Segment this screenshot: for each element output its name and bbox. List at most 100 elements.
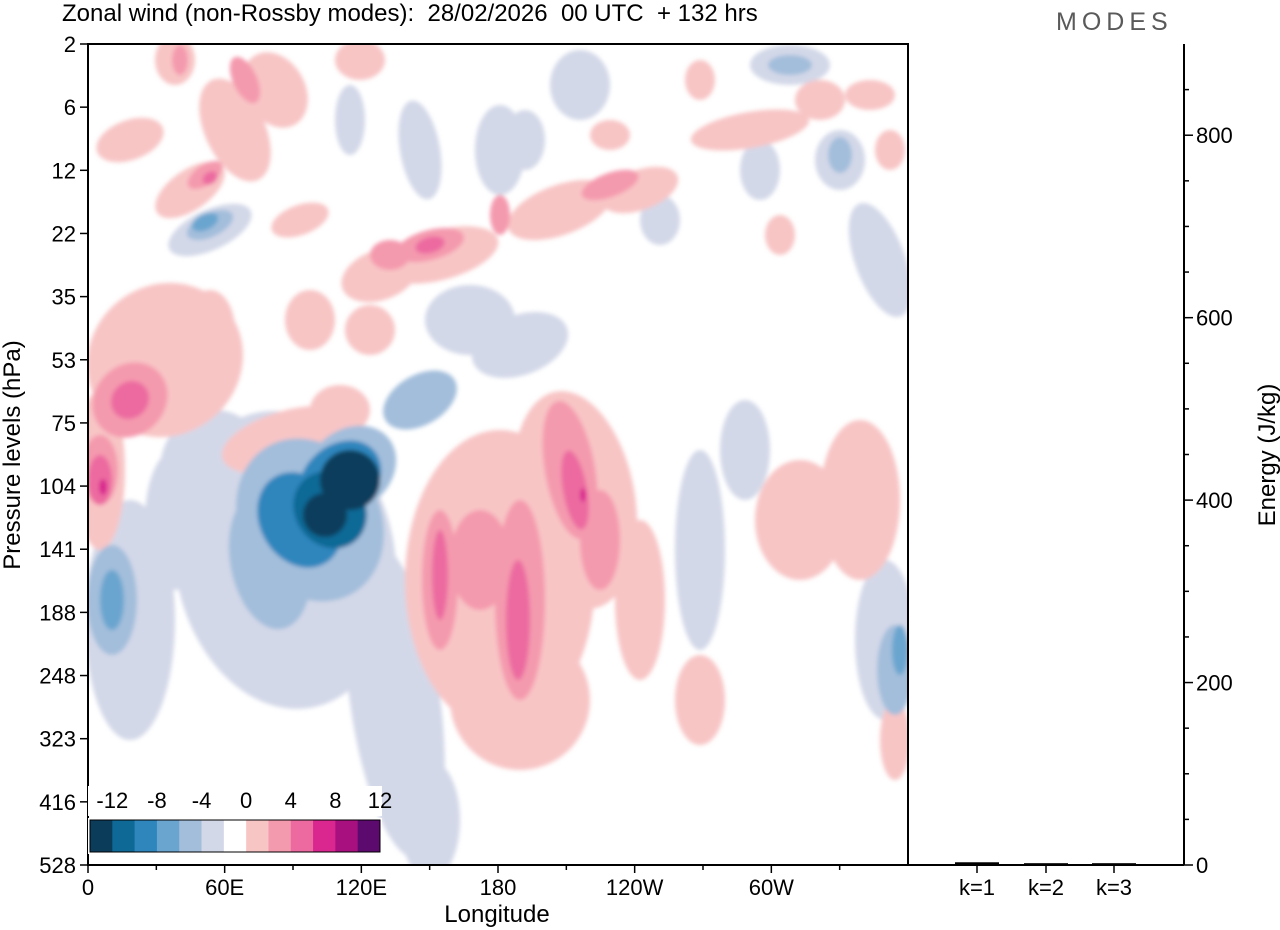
contour-blob <box>875 130 905 170</box>
contour-blob <box>690 109 810 151</box>
y-tick-label: 53 <box>52 348 76 373</box>
energy-bar <box>955 862 999 865</box>
colorbar-label: -4 <box>192 788 212 813</box>
contour-blob <box>740 140 780 200</box>
y-tick-label: 528 <box>39 853 76 878</box>
contour-blob <box>303 493 347 537</box>
chart-title: Zonal wind (non-Rossby modes): 28/02/202… <box>62 0 758 27</box>
contour-blob <box>110 380 150 420</box>
contour-blob <box>271 202 329 238</box>
y-tick-label: 12 <box>52 158 76 183</box>
contour-blob <box>580 488 586 502</box>
y-tick-label: 75 <box>52 411 76 436</box>
contour-blob <box>320 450 380 510</box>
colorbar-swatch <box>156 820 180 852</box>
contour-blob <box>450 510 510 610</box>
contour-blob <box>590 120 630 150</box>
contour-blob <box>345 305 395 355</box>
energy-bar <box>1092 863 1136 865</box>
contour-blob <box>561 450 589 530</box>
energy-tick-label: 200 <box>1196 671 1233 696</box>
contour-blob <box>172 45 188 75</box>
x-tick-label: 120E <box>336 875 387 900</box>
colorbar-swatch <box>290 820 314 852</box>
contour-blob <box>191 212 219 232</box>
energy-bar-chart: 0 200 400 600 800 Energy (J/kg) k=1 k=2 k=3 <box>907 44 1280 900</box>
contour-blob <box>185 290 235 370</box>
x-tick-label: 60W <box>749 875 794 900</box>
colorbar-swatch <box>179 820 203 852</box>
colorbar-label: 8 <box>329 788 341 813</box>
colorbar-swatch <box>112 820 136 852</box>
contour-blob <box>145 450 205 590</box>
colorbar-swatch <box>335 820 359 852</box>
contour-blob <box>880 700 908 780</box>
bar-category-label: k=2 <box>1028 875 1064 900</box>
energy-tick-label: 400 <box>1196 488 1233 513</box>
contour-blob <box>848 202 908 318</box>
contour-blob <box>490 195 510 235</box>
contour-blob <box>285 290 335 350</box>
colorbar-swatch <box>246 820 269 852</box>
y-tick-label: 141 <box>39 537 76 562</box>
contour-blob <box>795 80 845 120</box>
contour-blob <box>400 760 460 865</box>
contour-blob <box>229 56 261 104</box>
energy-tick-label: 0 <box>1196 853 1208 878</box>
energy-bar <box>1024 863 1068 865</box>
colorbar-swatch <box>313 820 336 852</box>
wind-field <box>88 44 908 865</box>
contour-blob <box>580 490 620 590</box>
colorbar-label: 0 <box>240 788 252 813</box>
y-tick-label: 188 <box>39 600 76 625</box>
bar-category-label: k=1 <box>959 875 995 900</box>
contour-blob <box>383 370 457 430</box>
colorbar-swatch <box>90 820 113 852</box>
contour-blob <box>581 169 639 201</box>
contour-blob <box>820 420 900 580</box>
contour-blob <box>550 50 610 120</box>
colorbar-label: -8 <box>147 788 167 813</box>
contour-blob <box>768 55 812 75</box>
contour-blob <box>99 479 107 495</box>
y-axis-label: Pressure levels (hPa) <box>0 340 26 569</box>
colorbar-swatch <box>134 820 158 852</box>
contour-blob <box>828 137 852 173</box>
bar-category-label: k=3 <box>1096 875 1132 900</box>
colorbar-swatch <box>201 820 225 852</box>
contour-blob <box>720 400 770 500</box>
y-tick-label: 35 <box>52 285 76 310</box>
contour-blob <box>310 385 370 435</box>
y-tick-label: 2 <box>64 32 76 57</box>
colorbar-label-bg <box>88 786 382 816</box>
colorbar-label: 4 <box>285 788 297 813</box>
colorbar-label: 12 <box>368 788 392 813</box>
colorbar: -12 -8 -4 0 4 8 12 <box>88 786 392 854</box>
y-tick-label: 22 <box>52 221 76 246</box>
y-tick-label: 6 <box>64 95 76 120</box>
x-axis-label: Longitude <box>444 901 549 928</box>
contour-blob <box>675 655 725 745</box>
modes-logo: MODES <box>1056 8 1173 36</box>
contour-blob <box>765 215 795 255</box>
contour-blob <box>892 625 908 675</box>
contour-blob <box>242 52 308 128</box>
contour-blob <box>415 236 445 254</box>
contour-blob <box>202 171 218 185</box>
colorbar-label: -12 <box>96 788 128 813</box>
contour-blob <box>96 117 164 163</box>
y-tick-label: 104 <box>39 474 76 499</box>
contour-blob <box>845 80 895 110</box>
energy-tick-label: 800 <box>1196 123 1233 148</box>
contour-blob <box>505 110 545 170</box>
contour-blob <box>506 560 530 680</box>
colorbar-swatch <box>268 820 292 852</box>
colorbar-swatch <box>357 820 381 852</box>
x-tick-label: 120W <box>606 875 664 900</box>
contour-blob <box>432 530 448 620</box>
contour-blob <box>88 455 112 505</box>
x-tick-label: 60E <box>205 875 244 900</box>
x-tick-label: 0 <box>82 875 94 900</box>
contour-blob <box>675 450 725 650</box>
